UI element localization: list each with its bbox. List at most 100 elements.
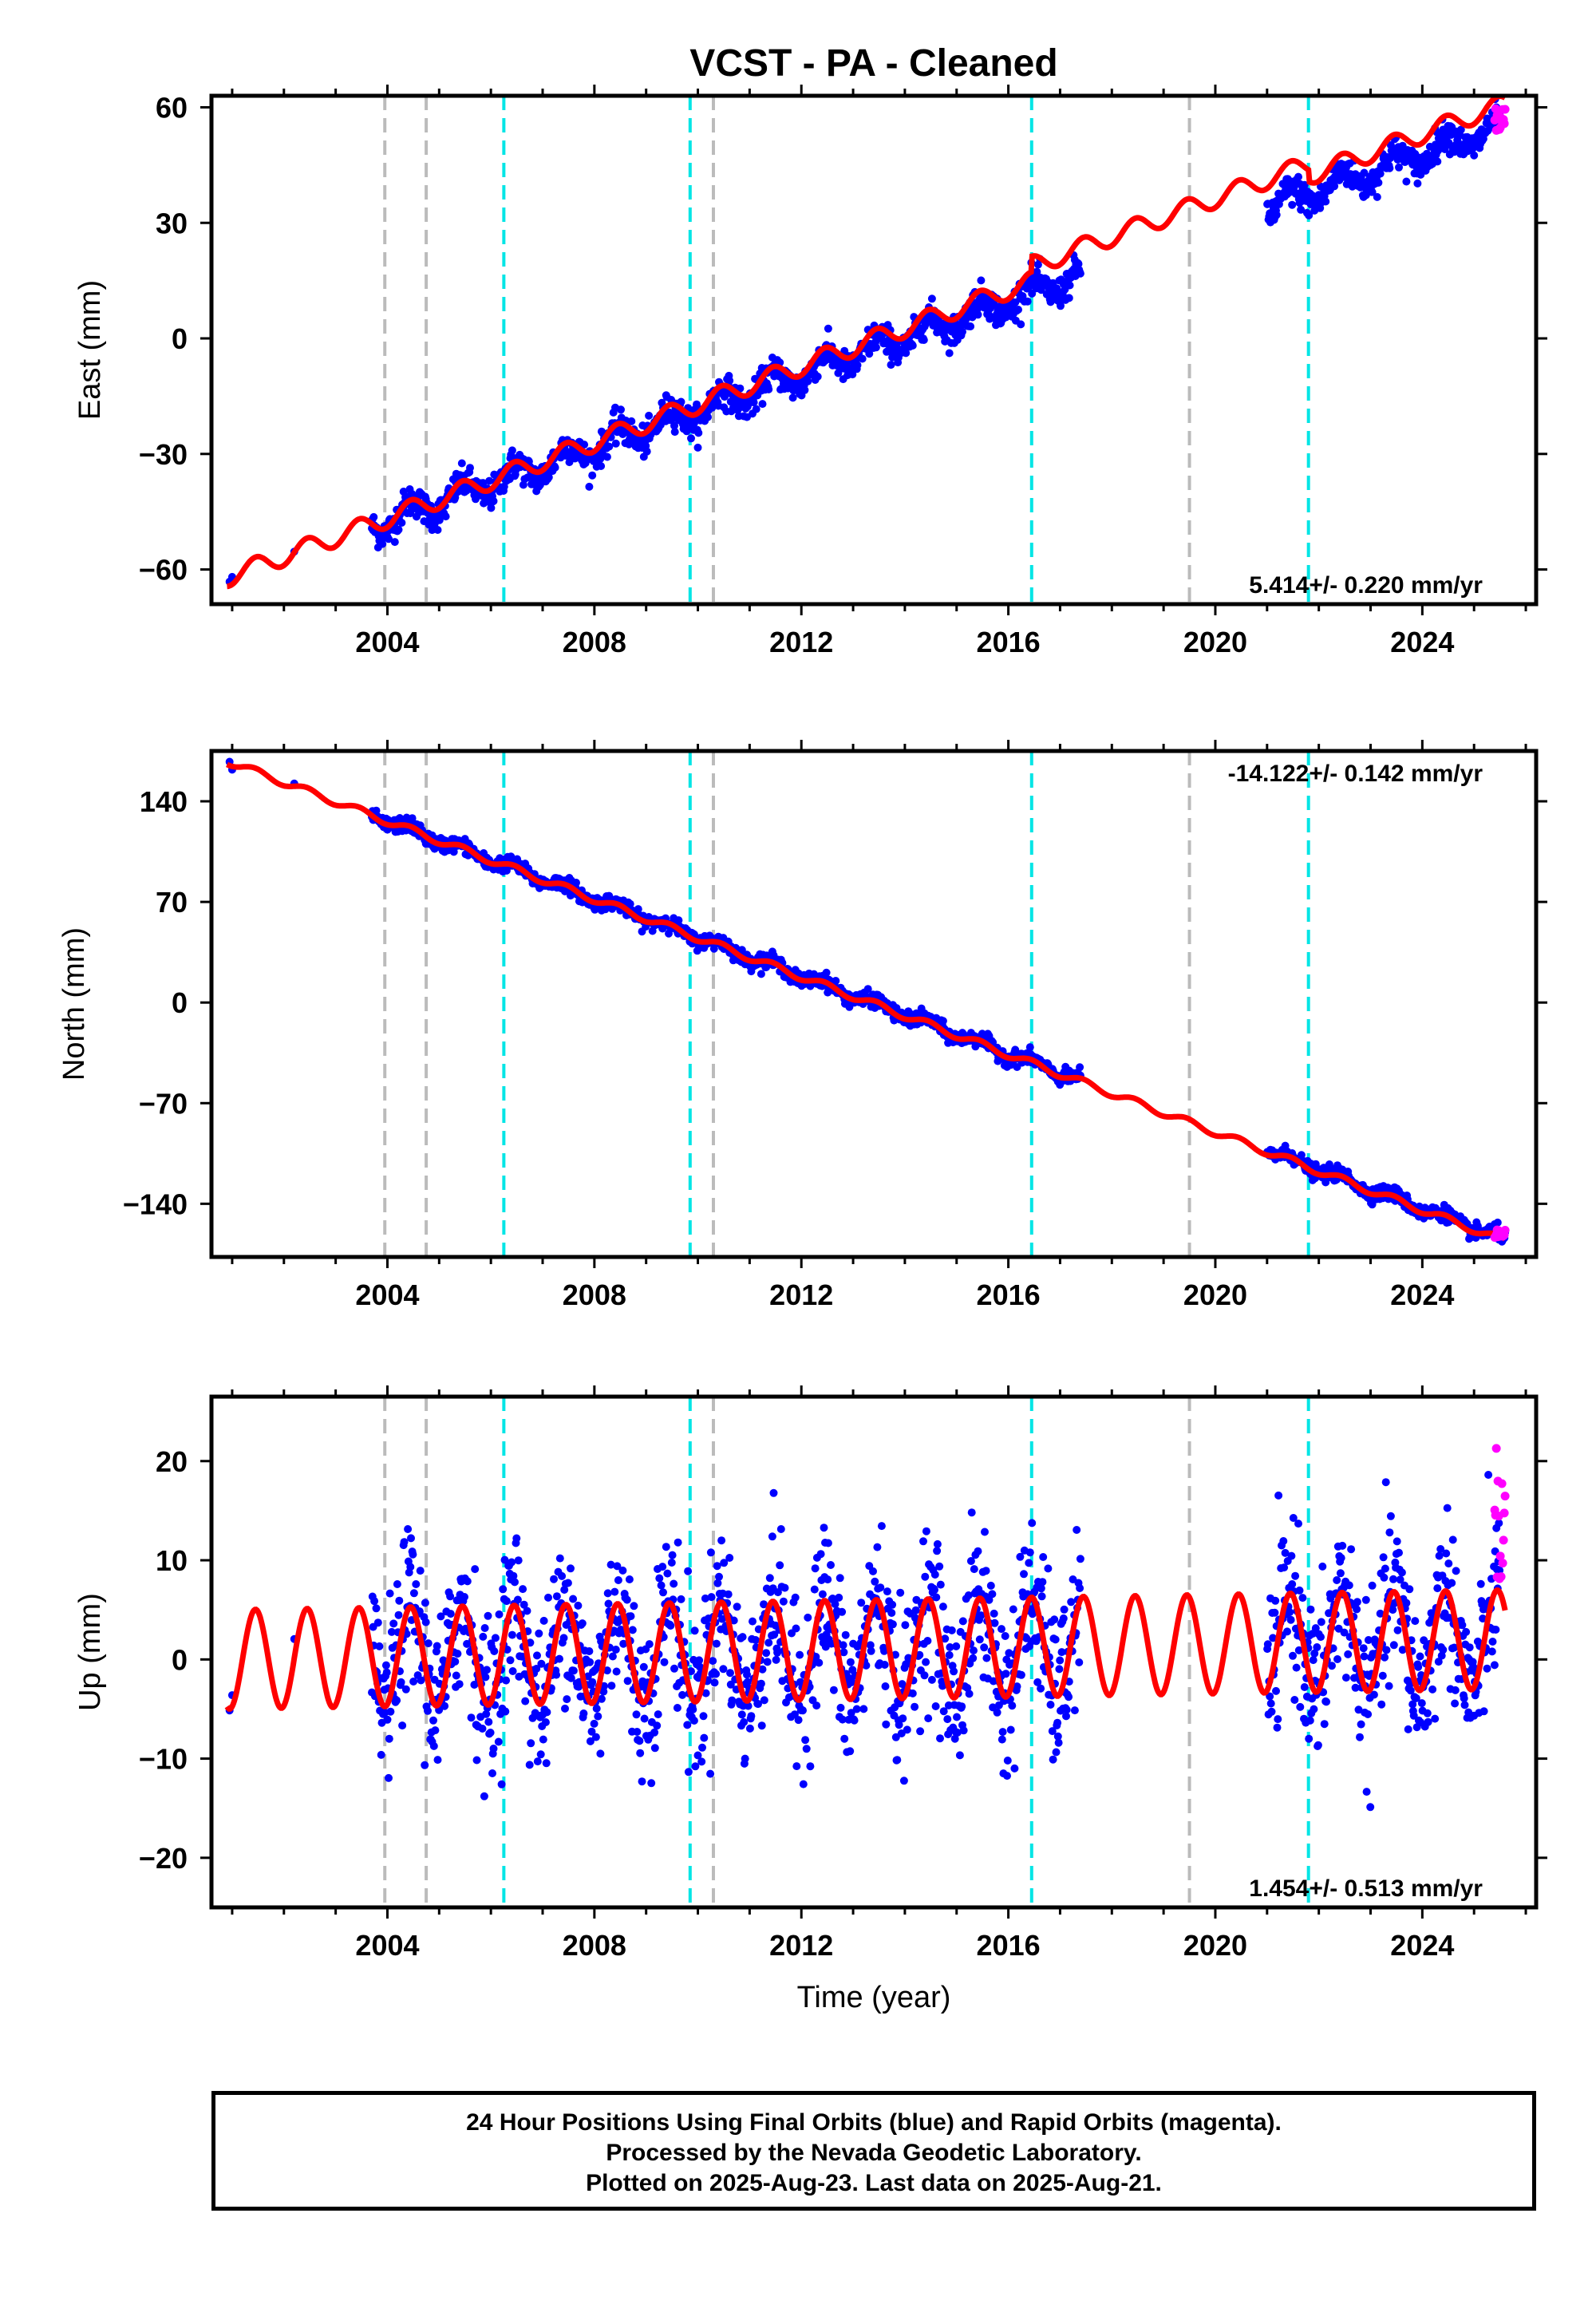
final-orbit-point: [508, 1558, 516, 1567]
final-orbit-point: [1476, 1579, 1485, 1588]
up-y-axis-label: Up (mm): [73, 1593, 107, 1711]
final-orbit-point: [569, 1595, 578, 1603]
final-orbit-point: [1003, 1757, 1012, 1765]
final-orbit-point: [478, 1725, 487, 1733]
final-orbit-point: [511, 1578, 519, 1587]
final-orbit-point: [792, 1762, 801, 1771]
final-orbit-point: [1309, 1656, 1317, 1665]
north-y-tick-label: 70: [156, 886, 188, 919]
final-orbit-point: [486, 1729, 495, 1737]
rapid-orbit-point: [1499, 119, 1509, 128]
final-orbit-point: [1001, 1632, 1009, 1640]
final-orbit-point: [622, 1595, 631, 1604]
final-orbit-point: [610, 1587, 619, 1596]
up-x-tick-label: 2020: [1183, 1929, 1247, 1962]
final-orbit-point: [618, 1566, 627, 1575]
final-orbit-point: [630, 1602, 638, 1611]
final-orbit-point: [930, 1571, 939, 1579]
final-orbit-point: [483, 1666, 491, 1674]
final-orbit-point: [887, 361, 895, 370]
final-orbit-point: [743, 1670, 751, 1679]
final-orbit-point: [1305, 1734, 1314, 1743]
final-orbit-point: [597, 462, 606, 470]
final-orbit-point: [551, 463, 559, 472]
final-orbit-point: [920, 1671, 929, 1680]
final-orbit-point: [958, 327, 966, 336]
final-orbit-point: [932, 1593, 941, 1602]
final-orbit-point: [772, 1655, 780, 1664]
final-orbit-point: [467, 1713, 476, 1722]
final-orbit-point: [555, 1554, 564, 1563]
final-orbit-point: [1353, 1598, 1361, 1607]
final-orbit-point: [1364, 1710, 1373, 1718]
final-orbit-point: [1460, 1701, 1469, 1709]
final-orbit-point: [1341, 1674, 1350, 1682]
final-orbit-point: [965, 1690, 974, 1698]
final-orbit-point: [521, 1697, 530, 1705]
final-orbit-point: [455, 1680, 464, 1689]
final-orbit-point: [1314, 1741, 1322, 1749]
final-orbit-point: [506, 1656, 515, 1665]
final-orbit-point: [452, 1671, 460, 1680]
final-orbit-point: [563, 1579, 572, 1587]
final-orbit-point: [433, 1642, 441, 1650]
final-orbit-point: [1020, 1570, 1028, 1579]
final-orbit-point: [689, 1705, 697, 1713]
final-orbit-point: [1028, 289, 1037, 298]
footer-line-1: 24 Hour Positions Using Final Orbits (bl…: [466, 2109, 1282, 2136]
final-orbit-point: [390, 538, 399, 547]
final-orbit-point: [749, 1617, 757, 1626]
final-orbit-point: [1306, 1716, 1314, 1725]
final-orbit-point: [792, 1624, 800, 1633]
final-orbit-point: [764, 1638, 773, 1647]
final-orbit-point: [911, 1606, 920, 1614]
final-orbit-point: [1290, 1696, 1299, 1704]
final-orbit-point: [590, 1719, 598, 1728]
final-orbit-point: [1076, 1584, 1084, 1592]
final-orbit-point: [407, 1534, 415, 1543]
final-orbit-point: [943, 1715, 952, 1724]
final-orbit-point: [751, 1636, 760, 1644]
final-orbit-point: [980, 1643, 989, 1652]
east-y-tick-label: 0: [172, 322, 188, 355]
east-y-tick-label: 30: [156, 207, 188, 239]
final-orbit-point: [1298, 1594, 1307, 1603]
final-orbit-point: [853, 361, 862, 370]
final-orbit-point: [1076, 1555, 1084, 1563]
final-orbit-point: [887, 1609, 896, 1617]
final-orbit-point: [472, 1756, 481, 1765]
final-orbit-point: [975, 1635, 984, 1644]
final-orbit-point: [1366, 1803, 1375, 1812]
final-orbit-point: [715, 1572, 723, 1581]
final-orbit-point: [635, 1737, 644, 1745]
final-orbit-point: [841, 1630, 850, 1639]
final-orbit-point: [451, 1658, 460, 1666]
final-orbit-point: [588, 1678, 597, 1686]
final-orbit-point: [1060, 1605, 1069, 1614]
final-orbit-point: [611, 1646, 620, 1654]
final-orbit-point: [385, 1773, 393, 1782]
final-orbit-point: [640, 1714, 649, 1723]
final-orbit-point: [1053, 1718, 1062, 1727]
rapid-orbit-point: [1500, 1492, 1510, 1501]
final-orbit-point: [433, 526, 442, 534]
final-orbit-point: [428, 526, 437, 535]
final-orbit-point: [1076, 1063, 1084, 1072]
final-orbit-point: [820, 1524, 828, 1532]
final-orbit-point: [880, 1661, 889, 1669]
final-orbit-point: [1274, 1491, 1283, 1500]
final-orbit-point: [969, 1654, 978, 1662]
final-orbit-point: [539, 1616, 548, 1625]
final-orbit-point: [958, 1702, 966, 1711]
final-orbit-point: [429, 1741, 438, 1750]
final-orbit-point: [578, 1619, 587, 1628]
north-y-tick-label: −140: [123, 1188, 188, 1220]
final-orbit-point: [1353, 1605, 1361, 1614]
final-orbit-point: [707, 1593, 716, 1602]
final-orbit-point: [1317, 1633, 1325, 1642]
final-orbit-point: [1065, 294, 1073, 302]
final-orbit-point: [1044, 1564, 1053, 1573]
final-orbit-point: [725, 1554, 734, 1562]
final-orbit-point: [667, 1559, 676, 1567]
final-orbit-point: [657, 1581, 666, 1590]
